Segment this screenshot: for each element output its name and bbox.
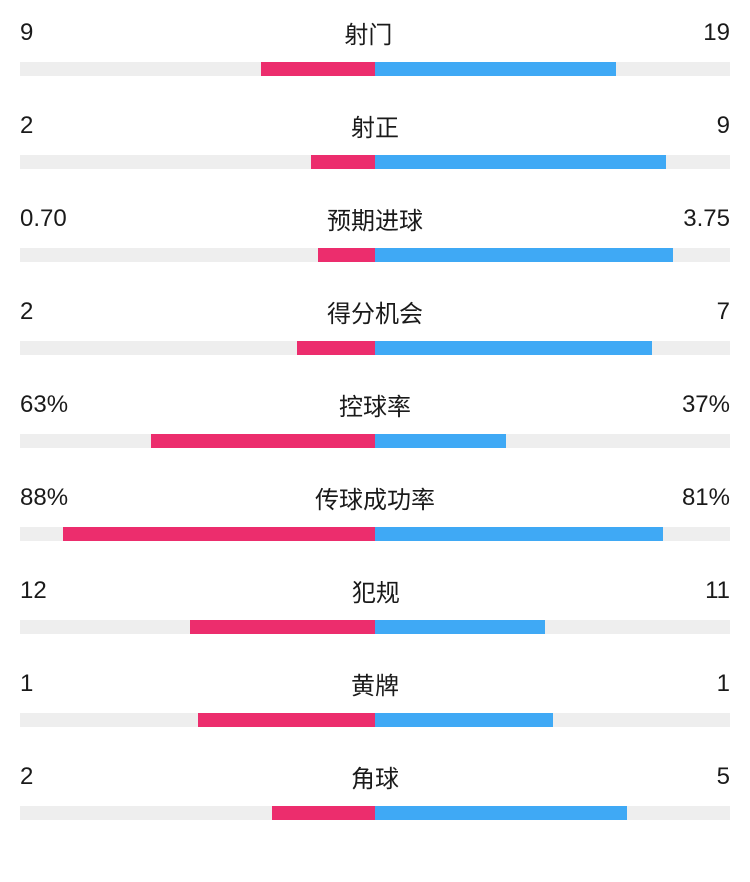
stat-name: 黄牌 <box>33 666 716 701</box>
stat-labels: 2射正9 <box>20 108 730 143</box>
stat-bar-left-track <box>20 434 375 448</box>
stat-row: 88%传球成功率81% <box>20 480 730 541</box>
stat-bar-right-fill <box>375 341 652 355</box>
stat-value-right: 19 <box>703 19 730 47</box>
stat-row: 0.70预期进球3.75 <box>20 201 730 262</box>
stat-value-left: 2 <box>20 298 33 326</box>
stat-value-right: 37% <box>682 391 730 419</box>
stat-bar <box>20 62 730 76</box>
stat-value-left: 63% <box>20 391 68 419</box>
stat-labels: 63%控球率37% <box>20 387 730 422</box>
stat-bar-right-track <box>375 806 730 820</box>
stat-value-right: 9 <box>717 112 730 140</box>
stat-row: 9射门19 <box>20 15 730 76</box>
stat-name: 犯规 <box>47 573 705 608</box>
stat-bar-right-fill <box>375 806 627 820</box>
stat-bar-left-track <box>20 620 375 634</box>
stat-bar-left-track <box>20 713 375 727</box>
stat-bar-right-track <box>375 620 730 634</box>
stat-value-right: 1 <box>717 670 730 698</box>
stat-bar <box>20 527 730 541</box>
stat-bar-left-fill <box>297 341 375 355</box>
stat-bar-left-fill <box>311 155 375 169</box>
stat-labels: 2得分机会7 <box>20 294 730 329</box>
stat-value-left: 2 <box>20 763 33 791</box>
stat-bar <box>20 155 730 169</box>
stat-value-left: 12 <box>20 577 47 605</box>
stat-bar-right-track <box>375 341 730 355</box>
stat-bar-left-track <box>20 62 375 76</box>
stat-value-left: 0.70 <box>20 205 67 233</box>
stat-bar-right-track <box>375 155 730 169</box>
stat-bar-right-fill <box>375 713 553 727</box>
stat-bar-right-track <box>375 248 730 262</box>
stat-bar-right-track <box>375 713 730 727</box>
stat-bar-right-fill <box>375 155 666 169</box>
stat-value-right: 3.75 <box>683 205 730 233</box>
stat-row: 2角球5 <box>20 759 730 820</box>
stat-bar <box>20 620 730 634</box>
stat-bar-left-fill <box>190 620 375 634</box>
stat-row: 12犯规11 <box>20 573 730 634</box>
stat-value-right: 5 <box>717 763 730 791</box>
stat-value-left: 9 <box>20 19 33 47</box>
stat-name: 射正 <box>33 108 716 143</box>
stat-value-left: 1 <box>20 670 33 698</box>
stat-labels: 12犯规11 <box>20 573 730 608</box>
stat-value-right: 81% <box>682 484 730 512</box>
stat-bar-left-fill <box>272 806 375 820</box>
stat-bar-left-track <box>20 341 375 355</box>
stat-bar <box>20 806 730 820</box>
stat-bar-left-fill <box>63 527 375 541</box>
stat-bar-right-fill <box>375 527 663 541</box>
stat-row: 2射正9 <box>20 108 730 169</box>
stat-labels: 9射门19 <box>20 15 730 50</box>
stat-name: 传球成功率 <box>68 480 682 515</box>
stat-bar <box>20 341 730 355</box>
stat-bar <box>20 713 730 727</box>
stat-bar-left-fill <box>261 62 375 76</box>
stat-bar-right-track <box>375 62 730 76</box>
stat-value-left: 2 <box>20 112 33 140</box>
stat-row: 1黄牌1 <box>20 666 730 727</box>
stat-labels: 0.70预期进球3.75 <box>20 201 730 236</box>
stat-name: 角球 <box>33 759 716 794</box>
stat-bar-left-fill <box>151 434 375 448</box>
stat-bar-right-track <box>375 527 730 541</box>
stat-bar-left-track <box>20 248 375 262</box>
stat-bar-right-fill <box>375 434 506 448</box>
stat-bar-left-track <box>20 527 375 541</box>
stat-bar <box>20 248 730 262</box>
stat-row: 2得分机会7 <box>20 294 730 355</box>
stat-labels: 1黄牌1 <box>20 666 730 701</box>
stat-name: 预期进球 <box>67 201 684 236</box>
stat-bar-left-fill <box>318 248 375 262</box>
stat-bar-right-fill <box>375 62 616 76</box>
stat-bar-right-track <box>375 434 730 448</box>
stat-value-left: 88% <box>20 484 68 512</box>
stat-name: 得分机会 <box>33 294 716 329</box>
stat-name: 控球率 <box>68 387 682 422</box>
stat-labels: 2角球5 <box>20 759 730 794</box>
stat-bar-left-fill <box>198 713 376 727</box>
stat-row: 63%控球率37% <box>20 387 730 448</box>
stat-bar <box>20 434 730 448</box>
stat-bar-left-track <box>20 155 375 169</box>
stat-value-right: 11 <box>705 577 730 605</box>
stat-bar-left-track <box>20 806 375 820</box>
stat-labels: 88%传球成功率81% <box>20 480 730 515</box>
stat-value-right: 7 <box>717 298 730 326</box>
stat-bar-right-fill <box>375 620 545 634</box>
stat-name: 射门 <box>33 15 703 50</box>
stat-bar-right-fill <box>375 248 673 262</box>
match-stats-container: 9射门192射正90.70预期进球3.752得分机会763%控球率37%88%传… <box>20 15 730 820</box>
